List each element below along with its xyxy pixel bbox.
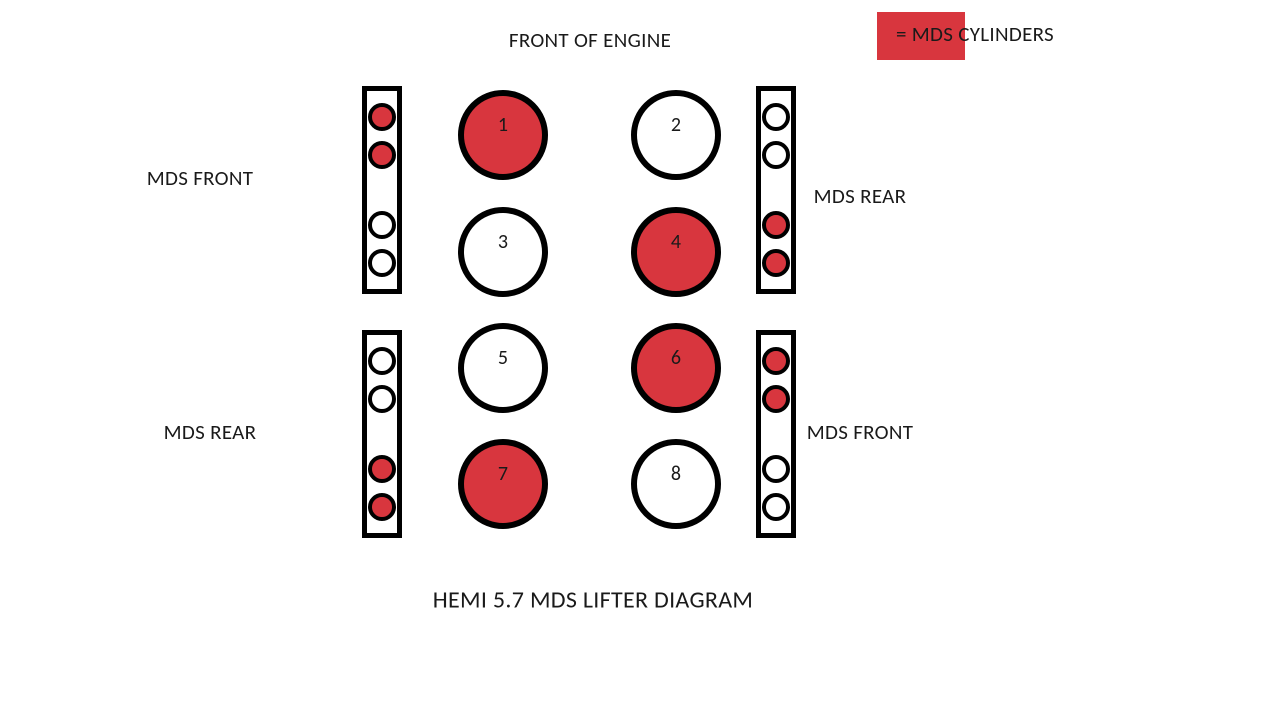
lifter-dot (368, 103, 396, 131)
cylinder-7: 7 (458, 439, 548, 529)
lifter-dot (368, 385, 396, 413)
lifter-dot (762, 103, 790, 131)
lifter-dot (762, 141, 790, 169)
cylinder-number: 6 (671, 346, 681, 370)
cylinder-number: 2 (671, 113, 681, 137)
cylinder-4: 4 (631, 207, 721, 297)
lifter-dot (368, 493, 396, 521)
cylinder-8: 8 (631, 439, 721, 529)
lifter-box-3 (362, 330, 402, 538)
cylinder-5: 5 (458, 323, 548, 413)
lifter-dot (762, 493, 790, 521)
label-mds-front-left: MDS FRONT (147, 165, 254, 191)
cylinder-number: 8 (671, 462, 681, 486)
lifter-box-1 (362, 86, 402, 294)
cylinder-1: 1 (458, 90, 548, 180)
cylinder-2: 2 (631, 90, 721, 180)
legend-label: = MDS CYLINDERS (896, 21, 1054, 47)
cylinder-number: 3 (498, 230, 508, 254)
cylinder-3: 3 (458, 207, 548, 297)
cylinder-6: 6 (631, 323, 721, 413)
label-mds-front-right: MDS FRONT (807, 419, 914, 445)
lifter-dot (762, 385, 790, 413)
lifter-box-4 (756, 330, 796, 538)
lifter-dot (368, 249, 396, 277)
lifter-dot (368, 347, 396, 375)
cylinder-number: 5 (498, 346, 508, 370)
label-mds-rear-right: MDS REAR (814, 183, 907, 209)
lifter-dot (368, 141, 396, 169)
lifter-dot (368, 455, 396, 483)
cylinder-number: 7 (498, 462, 508, 486)
title-front-of-engine: FRONT OF ENGINE (509, 27, 671, 53)
label-mds-rear-left: MDS REAR (164, 419, 257, 445)
lifter-dot (368, 211, 396, 239)
diagram-stage: FRONT OF ENGINE = MDS CYLINDERS MDS FRON… (0, 0, 1280, 720)
cylinder-number: 1 (498, 113, 508, 137)
lifter-dot (762, 455, 790, 483)
lifter-dot (762, 211, 790, 239)
lifter-dot (762, 347, 790, 375)
cylinder-number: 4 (671, 230, 681, 254)
title-bottom: HEMI 5.7 MDS LIFTER DIAGRAM (433, 586, 753, 615)
lifter-box-2 (756, 86, 796, 294)
lifter-dot (762, 249, 790, 277)
